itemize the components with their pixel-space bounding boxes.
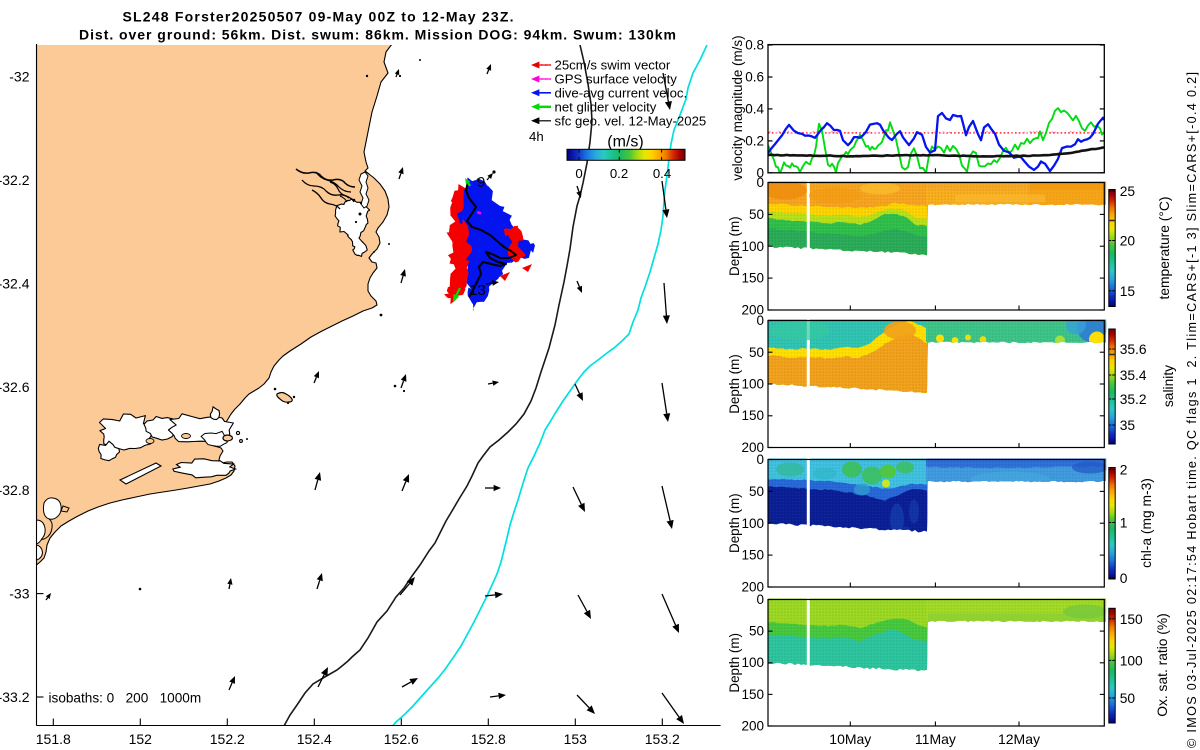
svg-text:Depth (m): Depth (m) [727, 216, 742, 276]
svg-text:200: 200 [741, 719, 764, 734]
svg-text:100: 100 [741, 516, 764, 531]
svg-text:chl-a (mg m-3): chl-a (mg m-3) [1139, 478, 1154, 568]
svg-text:100: 100 [741, 377, 764, 392]
svg-text:dive-avg current veloc.: dive-avg current veloc. [555, 85, 688, 100]
svg-text:temperature (°C): temperature (°C) [1157, 197, 1172, 300]
svg-text:0.6: 0.6 [745, 70, 764, 85]
svg-text:Ox. sat. ratio (%): Ox. sat. ratio (%) [1155, 613, 1170, 717]
svg-text:13: 13 [469, 282, 486, 299]
svg-text:50: 50 [749, 624, 764, 639]
svg-text:200: 200 [741, 303, 764, 318]
svg-text:isobaths: 0 200 1000m: isobaths: 0 200 1000m [49, 691, 202, 706]
svg-text:-32.2: -32.2 [0, 172, 30, 188]
svg-text:152.2: 152.2 [210, 731, 245, 747]
svg-text:Depth (m): Depth (m) [727, 633, 742, 693]
svg-text:-32.4: -32.4 [0, 275, 30, 291]
svg-text:35.2: 35.2 [1120, 392, 1147, 407]
svg-text:4h: 4h [529, 129, 544, 144]
svg-text:0.2: 0.2 [610, 166, 628, 181]
svg-text:0: 0 [756, 175, 764, 190]
svg-text:(m/s): (m/s) [607, 134, 643, 151]
svg-text:15: 15 [1120, 284, 1136, 299]
svg-text:0: 0 [575, 166, 582, 181]
svg-text:20: 20 [1120, 234, 1136, 249]
svg-text:-32: -32 [9, 69, 29, 85]
svg-text:-32.8: -32.8 [0, 482, 30, 498]
svg-text:150: 150 [741, 408, 764, 423]
svg-text:velocity magnitude (m/s): velocity magnitude (m/s) [730, 35, 745, 180]
svg-text:25cm/s swim vector: 25cm/s swim vector [555, 58, 671, 73]
svg-text:0.4: 0.4 [653, 166, 671, 181]
svg-text:150: 150 [1120, 612, 1143, 627]
svg-text:salinity: salinity [1161, 365, 1176, 407]
svg-text:Depth (m): Depth (m) [727, 354, 742, 414]
svg-text:SL248 Forster20250507 09-May 0: SL248 Forster20250507 09-May 00Z to 12-M… [123, 9, 514, 25]
svg-text:-32.6: -32.6 [0, 379, 30, 395]
svg-text:50: 50 [749, 484, 764, 499]
svg-text:152: 152 [129, 731, 153, 747]
svg-text:50: 50 [749, 345, 764, 360]
svg-text:-33.2: -33.2 [0, 689, 30, 705]
svg-text:0: 0 [756, 313, 764, 328]
svg-text:50: 50 [749, 207, 764, 222]
svg-text:0.2: 0.2 [745, 133, 764, 148]
svg-text:10May: 10May [829, 731, 871, 747]
svg-text:35.6: 35.6 [1120, 342, 1147, 357]
svg-text:1: 1 [1120, 516, 1128, 531]
svg-text:0: 0 [1120, 571, 1128, 586]
svg-text:0: 0 [756, 165, 764, 180]
svg-text:153: 153 [564, 731, 588, 747]
svg-text:GPS surface velocity: GPS surface velocity [555, 72, 678, 87]
svg-text:152.6: 152.6 [384, 731, 419, 747]
svg-text:sfc geo. vel. 12-May-2025: sfc geo. vel. 12-May-2025 [555, 113, 707, 128]
svg-text:153.2: 153.2 [645, 731, 680, 747]
svg-text:100: 100 [741, 655, 764, 670]
svg-text:0.8: 0.8 [745, 38, 764, 53]
svg-text:150: 150 [741, 687, 764, 702]
svg-text:35: 35 [1120, 418, 1136, 433]
svg-text:152.8: 152.8 [471, 731, 506, 747]
svg-text:11May: 11May [915, 731, 956, 747]
svg-text:150: 150 [741, 271, 764, 286]
svg-text:2: 2 [1120, 463, 1128, 478]
svg-text:151.8: 151.8 [36, 731, 71, 747]
svg-text:200: 200 [741, 440, 764, 455]
svg-text:50: 50 [1120, 691, 1136, 706]
svg-text:0: 0 [756, 452, 764, 467]
svg-text:Depth (m): Depth (m) [727, 493, 742, 553]
svg-text:200: 200 [741, 580, 764, 595]
svg-text:100: 100 [741, 239, 764, 254]
svg-text:100: 100 [1120, 653, 1143, 668]
svg-text:150: 150 [741, 548, 764, 563]
svg-text:0: 0 [756, 592, 764, 607]
svg-text:© IMOS 03-Jul-2025 02:17:54 Ho: © IMOS 03-Jul-2025 02:17:54 Hobart time.… [1185, 72, 1199, 748]
svg-text:152.4: 152.4 [297, 731, 332, 747]
svg-text:net glider velocity: net glider velocity [555, 99, 657, 114]
svg-text:35.4: 35.4 [1120, 368, 1147, 383]
svg-text:Dist. over ground: 56km. Dist.: Dist. over ground: 56km. Dist. swum: 86k… [79, 27, 676, 43]
svg-text:0.4: 0.4 [745, 101, 764, 116]
svg-text:12May: 12May [998, 731, 1040, 747]
svg-text:9: 9 [477, 174, 485, 191]
svg-text:25: 25 [1120, 184, 1136, 199]
svg-text:-33: -33 [9, 586, 29, 602]
